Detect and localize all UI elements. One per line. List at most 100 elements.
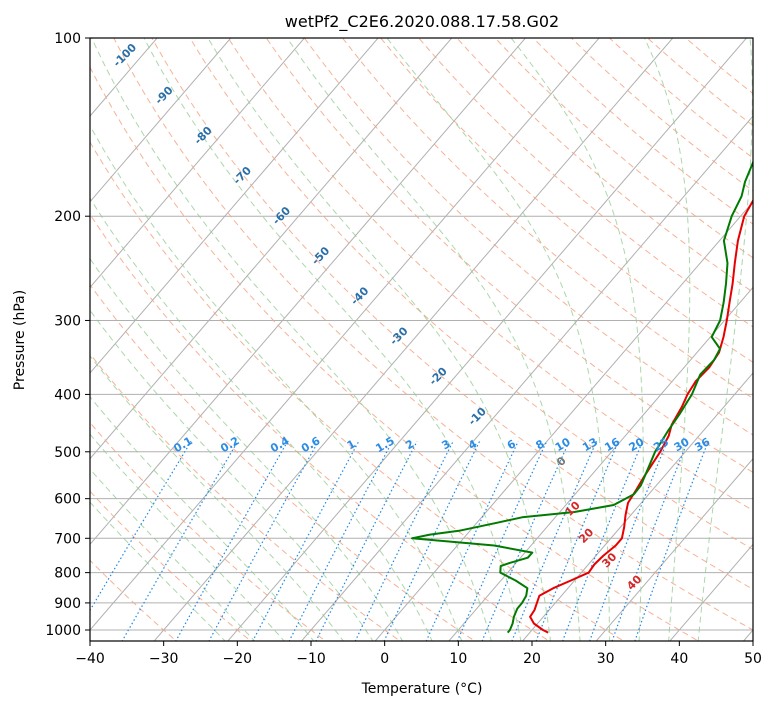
mixing-ratio-label: 1 <box>345 437 358 452</box>
y-tick-label: 100 <box>54 31 81 47</box>
dry-adiabat-line <box>418 38 753 328</box>
x-tick-label: −40 <box>75 651 105 667</box>
moist-adiabat-line <box>510 38 644 641</box>
x-tick-label: 50 <box>744 651 762 667</box>
x-tick-label: −30 <box>149 651 179 667</box>
dry-adiabat-line <box>341 38 753 399</box>
y-tick-label: 800 <box>54 566 81 582</box>
moist-adiabat-line <box>90 197 433 641</box>
dry-adiabat-line <box>380 38 753 363</box>
mixing-ratio-line <box>589 441 668 641</box>
mixing-ratio-line <box>511 441 598 641</box>
isotherm-line <box>374 200 753 641</box>
x-tick-label: −20 <box>223 651 253 667</box>
dry-adiabat-line <box>90 213 551 641</box>
isotherm-label: -40 <box>348 284 371 307</box>
dry-adiabat-line <box>227 38 753 512</box>
x-tick-label: 30 <box>597 651 615 667</box>
dry-adiabat-line <box>532 38 753 225</box>
isotherm-line <box>90 38 453 460</box>
dry-adiabat-line <box>303 38 753 436</box>
mixing-ratio-line <box>315 441 418 641</box>
y-tick-label: 700 <box>54 531 81 547</box>
x-tick-label: −10 <box>296 651 326 667</box>
dry-adiabat-line <box>189 38 753 551</box>
mixing-ratio-label: 3 <box>439 437 452 452</box>
moist-adiabat-line <box>207 38 551 641</box>
moist-adiabat-line <box>90 257 404 641</box>
chart-title: wetPf2_C2E6.2020.088.17.58.G02 <box>285 12 559 32</box>
mixing-ratio-line <box>535 441 620 641</box>
isotherm-line <box>227 38 748 641</box>
temperature-line <box>529 198 753 634</box>
profile-lines <box>411 159 753 634</box>
moist-adiabat-line <box>90 309 374 641</box>
isotherm-label: -60 <box>270 204 293 227</box>
isotherm-line <box>595 457 753 641</box>
dry-adiabat-line <box>646 38 753 127</box>
mixing-ratio-line <box>425 441 519 641</box>
x-tick-label: 40 <box>670 651 688 667</box>
isotherm-label: -80 <box>192 124 215 147</box>
y-tick-label: 200 <box>54 209 81 225</box>
red-line-label: 40 <box>624 572 644 592</box>
moist-adiabat-line <box>90 124 463 641</box>
moist-adiabat-line <box>90 355 344 641</box>
isotherm-label: -50 <box>309 244 332 267</box>
dry-adiabat-line <box>90 559 178 641</box>
isotherm-label: -100 <box>111 41 140 70</box>
dry-adiabat-line <box>90 66 700 641</box>
isotherm-line <box>669 543 753 641</box>
y-tick-label: 1000 <box>45 623 81 639</box>
isotherm-line <box>90 38 306 289</box>
isotherm-line <box>300 115 753 641</box>
moist-adiabat-line <box>143 38 522 641</box>
mixing-ratio-line <box>175 441 289 641</box>
isotherm-line <box>90 38 600 631</box>
moist-adiabat-line <box>90 396 315 641</box>
moist-adiabat-line <box>90 433 285 641</box>
y-tick-label: 400 <box>54 387 81 403</box>
mixing-ratio-line <box>121 440 239 641</box>
dry-adiabat-line <box>151 38 753 590</box>
dry-adiabat-line <box>90 141 625 641</box>
isotherm-line <box>153 38 674 641</box>
mixing-ratio-line <box>252 441 360 641</box>
moist-adiabat-line <box>697 38 753 641</box>
x-axis-title: Temperature (°C) <box>361 681 483 697</box>
mixing-ratio-line <box>561 441 644 641</box>
red-line-label: 20 <box>576 526 596 546</box>
mixing-ratio-label: 4 <box>466 437 479 452</box>
dry-adiabat-line <box>90 353 401 641</box>
isotherm-line <box>742 629 753 641</box>
x-tick-label: 10 <box>449 651 467 667</box>
isotherm-line <box>521 372 753 641</box>
mixing-ratio-label: 2 <box>403 437 416 452</box>
isotherm-line <box>90 38 379 374</box>
isotherm-label: -90 <box>152 84 175 107</box>
moist-adiabat-line <box>386 38 611 641</box>
mixing-ratio-line <box>208 441 319 641</box>
isotherm-label: -30 <box>387 324 410 347</box>
isotherm-label: -20 <box>427 364 450 387</box>
y-tick-label: 300 <box>54 313 81 329</box>
y-axis-title: Pressure (hPa) <box>12 290 28 390</box>
y-tick-label: 600 <box>54 492 81 508</box>
moist-adiabat-line <box>643 38 691 641</box>
y-tick-label: 500 <box>54 445 81 461</box>
isotherm-line <box>90 38 527 546</box>
background-lines <box>90 38 753 641</box>
dewpoint-line <box>411 159 753 634</box>
mixing-ratio-line <box>383 441 481 641</box>
x-tick-label: 0 <box>380 651 389 667</box>
mixing-ratio-line <box>634 441 709 641</box>
isotherm-line <box>90 38 232 203</box>
dry-adiabat-line <box>684 38 753 95</box>
red-line-label: 30 <box>599 550 619 570</box>
line-labels: 0.1 0.2 0.4 0.6 1 1.5 2 3 4 6 8 10 13 16 20 25 30 36-100-… <box>111 41 713 593</box>
moist-adiabat-line <box>91 38 492 641</box>
axes: −40 −30 −20 −10 0 10 20 30 40 5010020030040050060… <box>45 31 762 667</box>
mixing-ratio-line <box>481 441 570 641</box>
red-line-label: 10 <box>563 498 583 518</box>
